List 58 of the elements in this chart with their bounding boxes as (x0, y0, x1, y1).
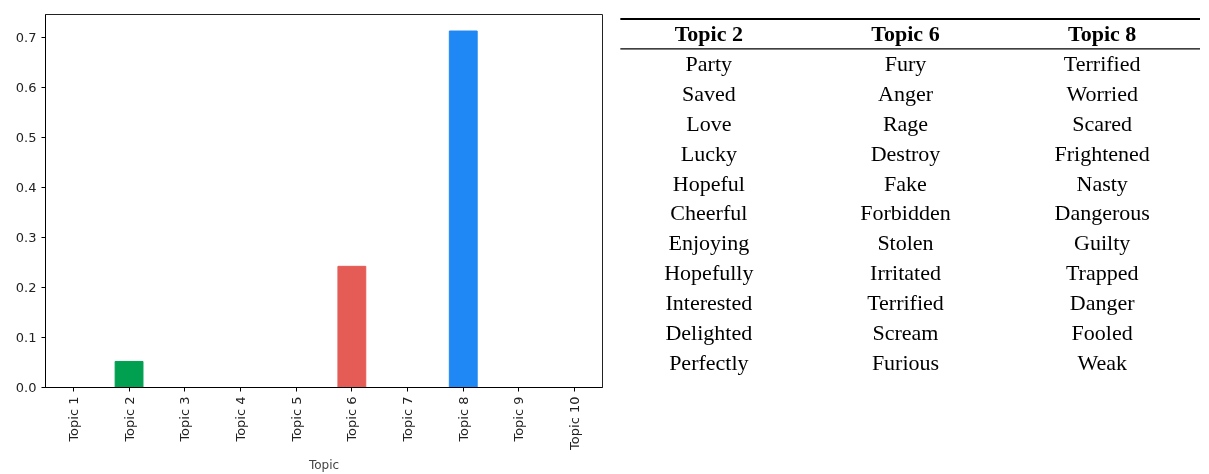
x-tick-label: Topic 10 (567, 396, 583, 451)
x-tick-label: Topic 2 (121, 396, 137, 443)
text: Cheerful (670, 200, 748, 226)
y-tick-label: 0.4 (15, 179, 37, 195)
x-axis-title: Topic (307, 457, 340, 472)
text: Delighted (665, 319, 753, 345)
text: Frightened (1054, 140, 1150, 166)
text: Scream (872, 319, 939, 345)
x-tick-label: Topic 8 (455, 396, 471, 443)
text: Danger (1069, 289, 1136, 315)
category-label: Topic 2 (674, 21, 743, 47)
text: Anger (878, 81, 934, 107)
text: Enjoying (668, 230, 750, 256)
text: Weak (1077, 349, 1127, 375)
text: Scared (1072, 110, 1133, 136)
text: Destroy (870, 140, 941, 166)
y-tick-label: 0.7 (15, 29, 37, 45)
x-tick-label: Topic 3 (177, 396, 193, 443)
text: Lucky (680, 140, 737, 166)
text: Saved (681, 81, 736, 107)
text: Terrified (867, 289, 944, 315)
text: Dangerous (1054, 200, 1150, 226)
text: Stolen (877, 230, 934, 256)
text: Guilty (1074, 230, 1131, 256)
text: Fooled (1071, 319, 1133, 345)
text: Perfectly (669, 349, 749, 375)
text: Fake (884, 170, 927, 196)
text: Nasty (1076, 170, 1128, 196)
y-tick-label: 0.1 (15, 329, 37, 345)
x-tick-label: Topic 4 (232, 396, 248, 443)
y-tick-label: 0.0 (15, 380, 37, 395)
text: Love (686, 110, 732, 136)
text: Worried (1066, 81, 1138, 107)
y-tick-label: 0.6 (15, 79, 37, 95)
x-tick-label: Topic 6 (344, 396, 360, 443)
y-tick-label: 0.2 (15, 279, 37, 295)
y-tick-label: 0.5 (15, 129, 37, 145)
text: Forbidden (860, 200, 951, 226)
x-tick-label: Topic 7 (400, 396, 416, 443)
text: Furious (871, 349, 940, 375)
text: Irritated (870, 260, 941, 286)
x-tick-label: Topic 1 (65, 396, 81, 443)
bar (337, 265, 367, 388)
text: Hopefully (664, 260, 754, 286)
text: Trapped (1065, 260, 1139, 286)
text: Fury (884, 51, 927, 77)
text: Hopeful (672, 170, 745, 196)
y-tick-label: 0.3 (15, 229, 37, 245)
bar (114, 360, 144, 388)
x-tick-label: Topic 9 (511, 396, 527, 443)
bar (448, 30, 478, 388)
category-label: Topic 8 (1068, 21, 1137, 47)
text: Terrified (1063, 51, 1141, 77)
text: Party (685, 51, 733, 77)
category-label: Topic 6 (871, 21, 940, 47)
text: Interested (665, 289, 753, 315)
text: Rage (882, 110, 929, 136)
x-tick-label: Topic 5 (288, 396, 304, 443)
